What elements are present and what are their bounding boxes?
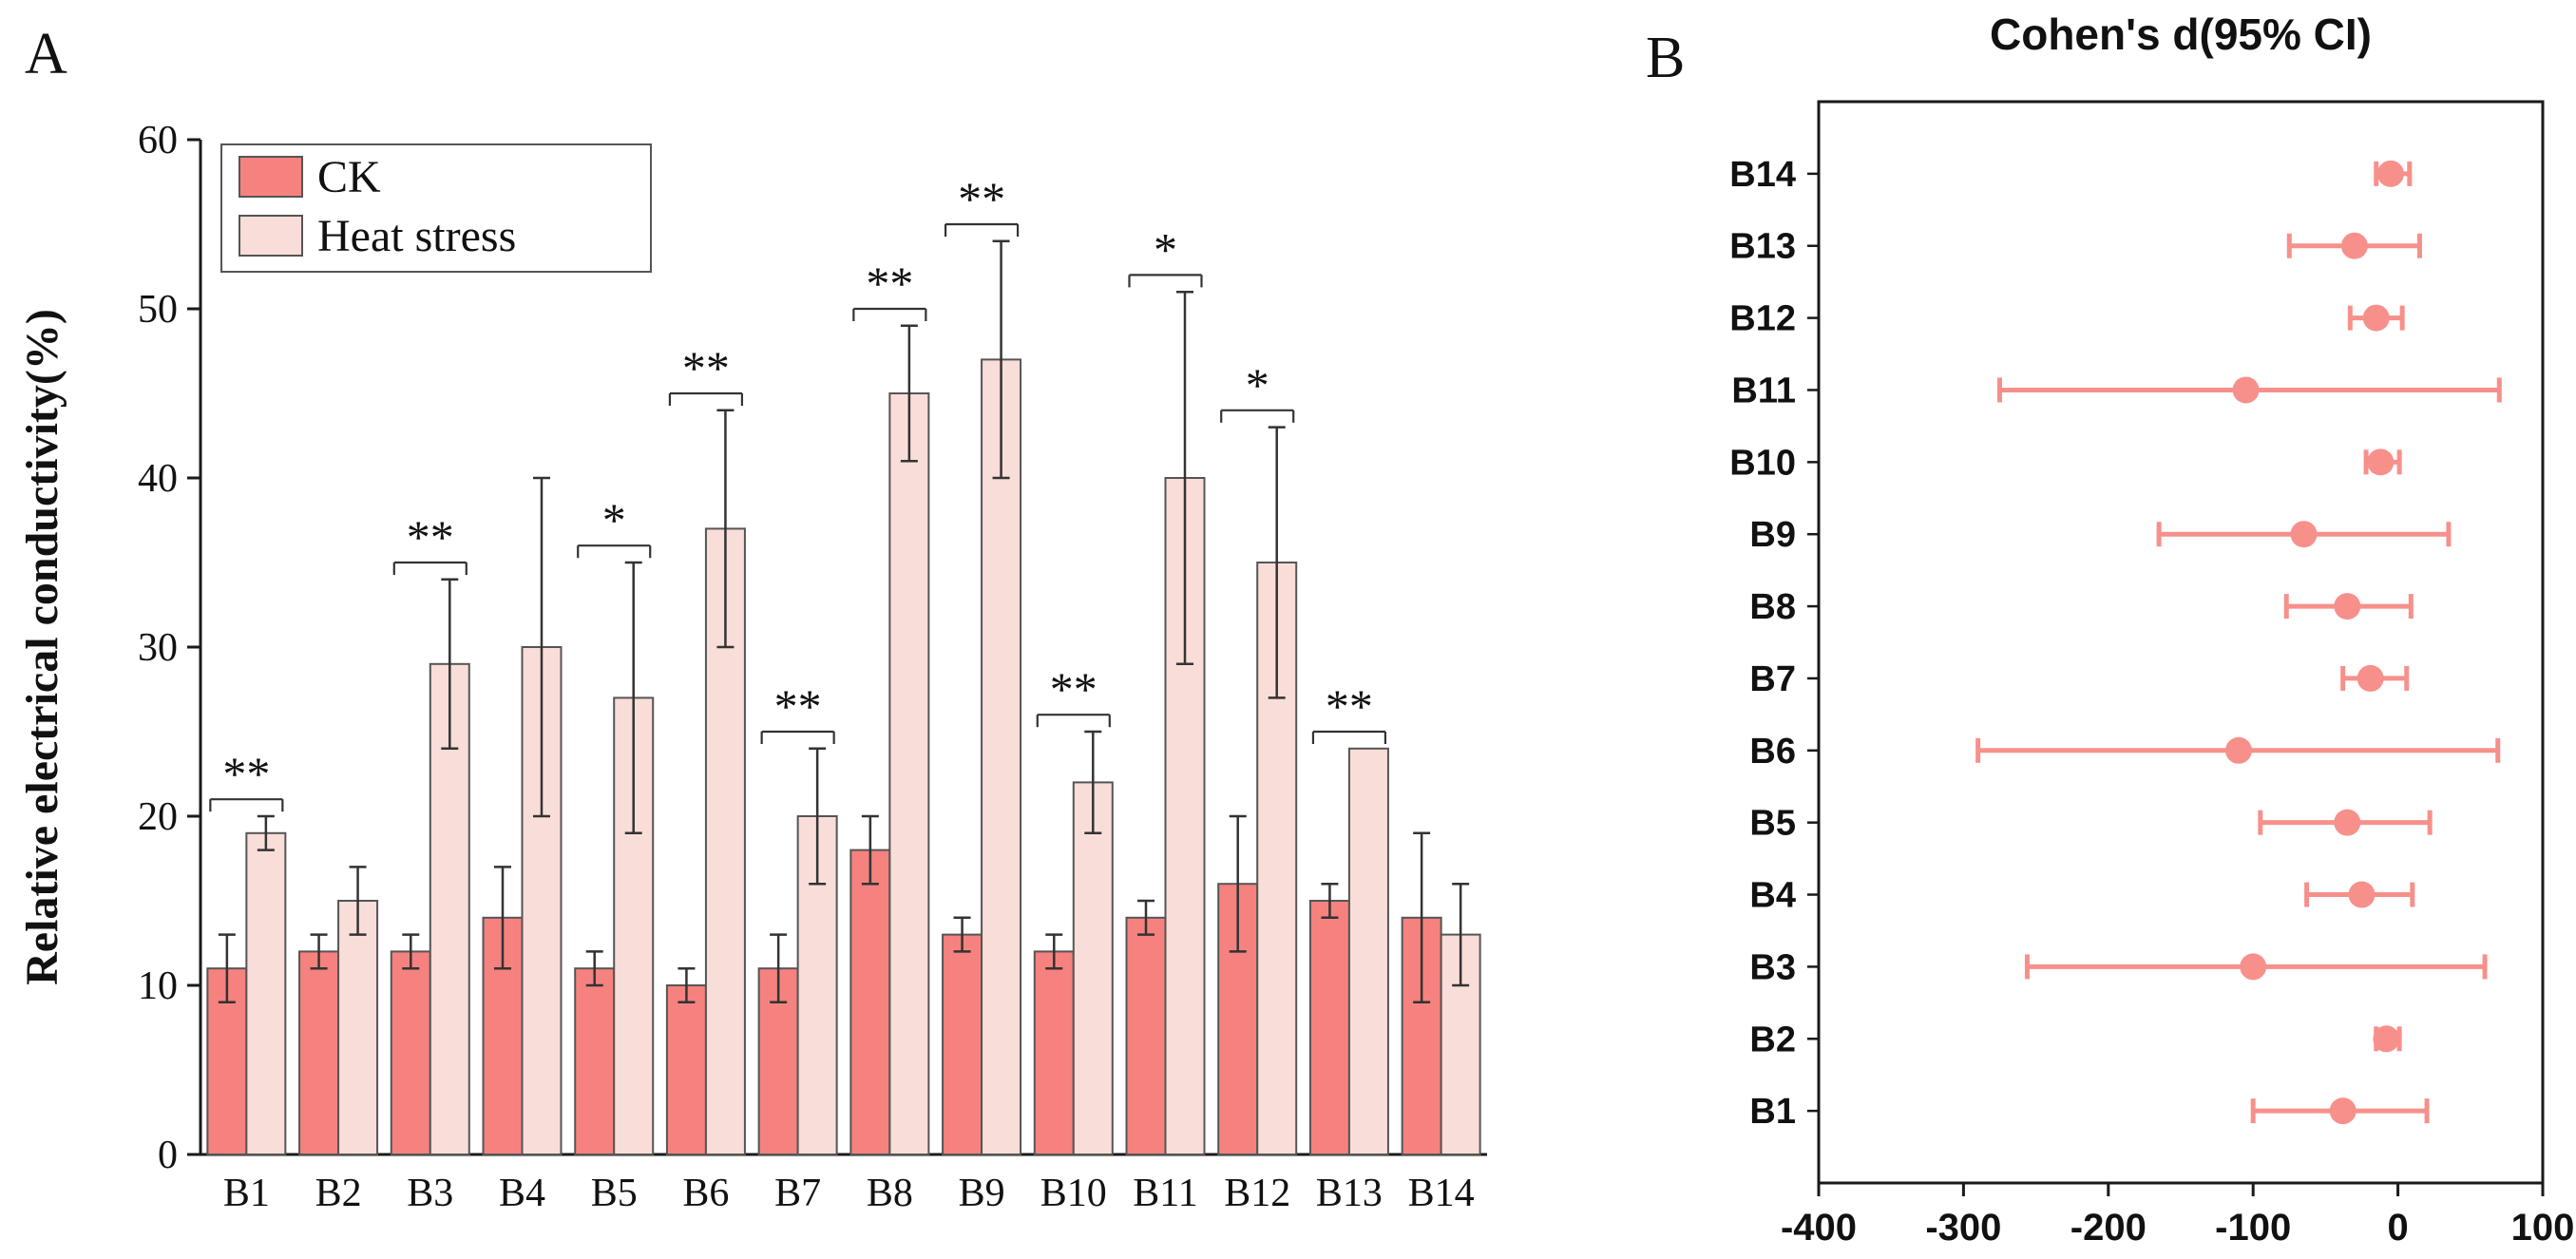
bar-ck-b8 <box>849 849 891 1155</box>
panel-a-chart: 0 10 20 30 40 50 60 Relative electrical conduct… <box>17 119 1487 1215</box>
a-y-tick-label: 0 <box>158 1134 178 1177</box>
sig-stars-b7: ** <box>774 679 822 733</box>
b-row-label-b1: B1 <box>1749 1092 1796 1132</box>
b-row-label-b7: B7 <box>1749 659 1796 699</box>
forest-point-b13 <box>2340 232 2368 259</box>
b-row-label-b13: B13 <box>1729 227 1796 267</box>
forest-point-b6 <box>2224 736 2252 764</box>
bar-heat-stress-b1 <box>245 831 287 1155</box>
forest-point-b8 <box>2334 593 2361 620</box>
sig-stars-b3: ** <box>407 510 454 563</box>
b-x-tick-label: -200 <box>2070 1207 2147 1249</box>
bar-ck-b13 <box>1308 900 1350 1155</box>
b-row-label-b3: B3 <box>1749 947 1796 987</box>
a-y-axis-title: Relative electrical conductivity(%) <box>17 309 67 985</box>
a-legend-label-ck: CK <box>317 152 381 202</box>
a-legend-swatch-heat-stress <box>239 215 303 257</box>
b-row-label-b6: B6 <box>1749 732 1796 772</box>
a-y-tick-label: 40 <box>138 457 178 501</box>
forest-point-b7 <box>2357 664 2384 692</box>
forest-point-b4 <box>2348 881 2376 908</box>
forest-point-b14 <box>2376 160 2404 187</box>
bar-ck-b12 <box>1217 883 1259 1155</box>
bar-heat-stress-b2 <box>337 900 379 1155</box>
bar-ck-b3 <box>390 950 431 1156</box>
a-x-tick-label-b8: B8 <box>867 1172 913 1215</box>
a-legend-swatch-ck <box>239 156 303 198</box>
b-row-label-b9: B9 <box>1749 515 1796 555</box>
b-row-label-b2: B2 <box>1749 1020 1796 1059</box>
sig-stars-b10: ** <box>1050 662 1097 715</box>
a-y-tick-label: 50 <box>138 288 178 332</box>
a-y-tick-label: 10 <box>138 964 178 1008</box>
b-row-label-b11: B11 <box>1731 371 1796 410</box>
a-legend: CK Heat stress <box>220 143 652 273</box>
bar-ck-b6 <box>665 984 707 1155</box>
bar-ck-b10 <box>1033 950 1075 1156</box>
bar-heat-stress-b13 <box>1347 747 1389 1155</box>
a-x-tick-label-b6: B6 <box>682 1172 729 1215</box>
a-x-tick-label-b12: B12 <box>1224 1172 1290 1215</box>
bar-heat-stress-b4 <box>521 646 563 1155</box>
a-legend-label-heat-stress: Heat stress <box>317 211 516 261</box>
a-y-tick-label: 30 <box>138 626 178 670</box>
sig-stars-b5: * <box>602 493 626 546</box>
a-x-tick-label-b2: B2 <box>315 1172 362 1215</box>
a-x-tick-label-b9: B9 <box>959 1172 1005 1215</box>
a-x-tick-label-b3: B3 <box>407 1172 453 1215</box>
a-x-tick-label-b11: B11 <box>1133 1172 1197 1215</box>
a-x-tick-label-b13: B13 <box>1316 1172 1383 1215</box>
sig-stars-b1: ** <box>222 747 270 800</box>
bar-ck-b9 <box>942 933 983 1155</box>
b-x-tick-label: -100 <box>2215 1207 2291 1249</box>
bar-heat-stress-b10 <box>1072 781 1114 1156</box>
b-x-tick-label: 0 <box>2387 1207 2408 1249</box>
b-frame <box>1817 100 2545 1185</box>
b-x-tick-label: -400 <box>1781 1207 1857 1249</box>
forest-point-b12 <box>2362 304 2390 332</box>
b-row-label-b10: B10 <box>1729 443 1796 483</box>
sig-stars-b11: * <box>1154 222 1177 276</box>
bar-heat-stress-b8 <box>888 392 930 1155</box>
forest-point-b3 <box>2240 953 2267 981</box>
b-x-tick-label: -300 <box>1925 1207 2001 1249</box>
bar-heat-stress-b9 <box>981 358 1022 1155</box>
a-x-tick-label-b4: B4 <box>499 1172 545 1215</box>
sig-stars-b8: ** <box>866 257 913 310</box>
a-x-tick-label-b1: B1 <box>223 1172 270 1215</box>
a-x-tick-label-b10: B10 <box>1040 1172 1107 1215</box>
a-x-tick-label-b5: B5 <box>591 1172 638 1215</box>
bar-ck-b2 <box>298 950 340 1156</box>
a-x-tick-label-b7: B7 <box>774 1172 821 1215</box>
b-title: Cohen's d(95% CI) <box>1990 10 2372 59</box>
a-y-tick-label: 20 <box>138 795 178 839</box>
sig-stars-b9: ** <box>958 172 1005 225</box>
panel-b-label: B <box>1646 26 1686 90</box>
sig-stars-b6: ** <box>682 341 730 394</box>
b-row-label-b5: B5 <box>1749 804 1796 844</box>
bar-ck-b5 <box>574 967 616 1156</box>
b-row-label-b8: B8 <box>1749 587 1796 627</box>
b-row-label-b12: B12 <box>1729 299 1796 339</box>
b-row-label-b14: B14 <box>1729 155 1796 195</box>
forest-point-b1 <box>2329 1097 2357 1125</box>
forest-point-b11 <box>2232 376 2260 404</box>
b-x-tick-label: 100 <box>2511 1207 2575 1249</box>
a-x-tick-label-b14: B14 <box>1408 1172 1475 1215</box>
forest-point-b9 <box>2290 521 2318 548</box>
forest-point-b10 <box>2367 448 2395 476</box>
a-y-tick-label: 60 <box>138 119 178 162</box>
forest-point-b5 <box>2334 809 2361 836</box>
panel-b-chart: Cohen's d(95% CI) -400 -300 -200 -100 0 100 B14… <box>1729 10 2574 1249</box>
panel-a-label: A <box>25 22 67 86</box>
bar-ck-b11 <box>1125 916 1167 1155</box>
sig-stars-b13: ** <box>1326 679 1373 733</box>
sig-stars-b12: * <box>1246 358 1269 411</box>
forest-point-b2 <box>2373 1025 2400 1053</box>
b-row-label-b4: B4 <box>1749 876 1796 916</box>
